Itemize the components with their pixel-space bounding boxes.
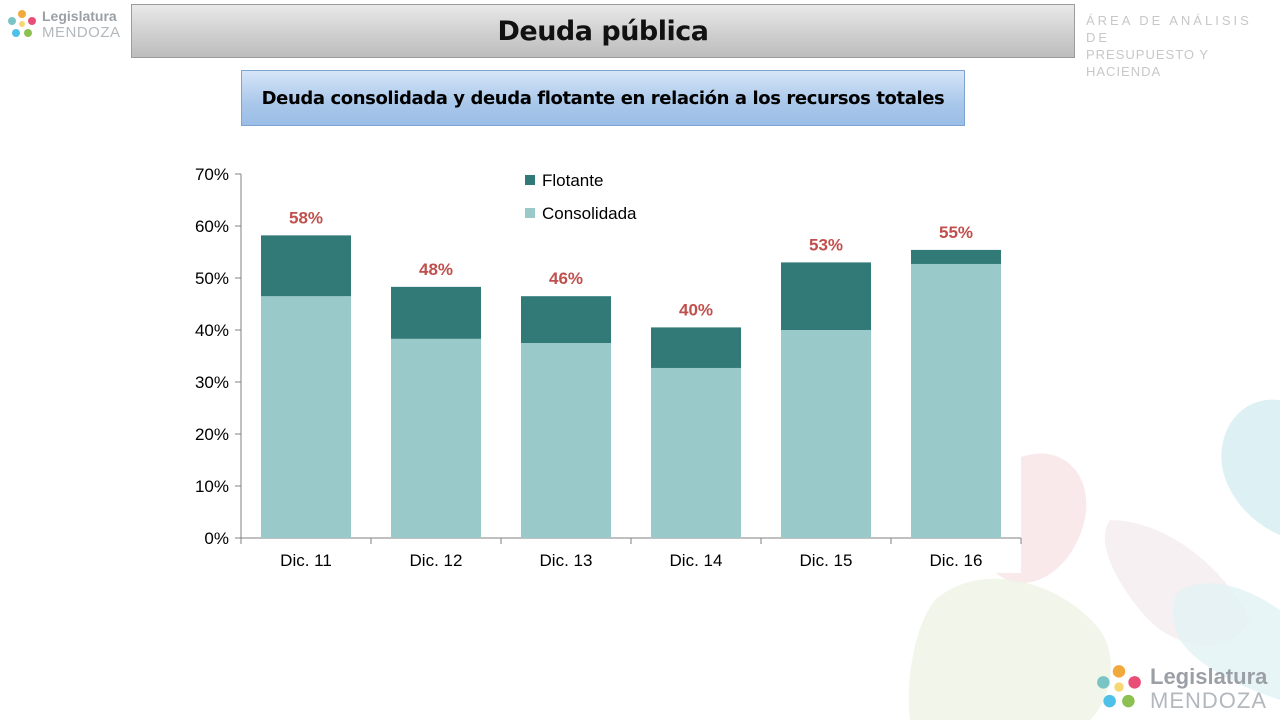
bar-consolidada [781,330,871,538]
area-text-line2: PRESUPUESTO Y HACIENDA [1086,47,1209,79]
x-tick-label: Dic. 15 [800,551,853,570]
page-title: Deuda pública [497,15,709,47]
area-analisis-text: ÁREA DE ANÁLISIS DE PRESUPUESTO Y HACIEN… [1086,12,1276,80]
logo-text-mendoza: MENDOZA [42,24,121,41]
legislatura-logo-bottom: Legislatura MENDOZA [1094,660,1270,716]
x-tick-label: Dic. 11 [280,551,332,570]
bar-consolidada [391,338,481,538]
bar-flotante [261,235,351,297]
legislatura-logo-top: Legislatura MENDOZA [6,6,121,42]
chart-subtitle-box: Deuda consolidada y deuda flotante en re… [241,70,965,126]
legend-label: Flotante [542,171,603,190]
y-tick-label: 40% [195,321,229,340]
bar-consolidada [261,296,351,538]
total-data-label: 40% [679,300,713,319]
legend-swatch [525,175,535,185]
decor-cyan-shape-2 [1172,583,1280,700]
bar-flotante [651,327,741,368]
decor-cyan-shape [1221,399,1280,535]
chart-subtitle: Deuda consolidada y deuda flotante en re… [261,87,945,109]
plot-background [241,164,1021,573]
total-data-label: 48% [419,260,453,279]
legislatura-logo-icon [8,10,36,37]
x-tick-label: Dic. 14 [670,551,723,570]
decor-green-shape [908,578,1111,720]
logo-text-legislatura: Legislatura [42,8,117,24]
x-tick-label: Dic. 12 [410,551,463,570]
bar-flotante [391,286,481,339]
y-tick-label: 60% [195,217,229,236]
bar-flotante [521,296,611,343]
total-data-label: 46% [549,269,583,288]
total-data-label: 55% [939,223,973,242]
y-tick-label: 70% [195,165,229,184]
bar-flotante [911,249,1001,264]
logo-text-mendoza-large: MENDOZA [1150,688,1267,713]
bar-consolidada [911,263,1001,538]
legend-label: Consolidada [542,204,637,223]
total-data-label: 58% [289,208,323,227]
logo-text-legislatura-large: Legislatura [1150,664,1268,689]
y-tick-label: 30% [195,373,229,392]
area-text-line1: ÁREA DE ANÁLISIS DE [1086,13,1252,45]
y-tick-label: 20% [195,425,229,444]
stacked-bar-chart: 0% 10% 20% 30% 40% 50% 60% 70% 58% Dic. 11 48% Dic.… [195,164,1022,573]
bar-consolidada [521,343,611,538]
bar-flotante [781,262,871,330]
y-tick-label: 10% [195,477,229,496]
x-tick-label: Dic. 13 [540,551,593,570]
legislatura-logo-icon-large [1097,665,1141,708]
total-data-label: 53% [809,235,843,254]
legend-swatch [525,208,535,218]
y-tick-label: 50% [195,269,229,288]
bar-consolidada [651,367,741,538]
x-tick-label: Dic. 16 [930,551,983,570]
y-tick-label: 0% [204,529,229,548]
title-bar: Deuda pública [131,4,1075,58]
